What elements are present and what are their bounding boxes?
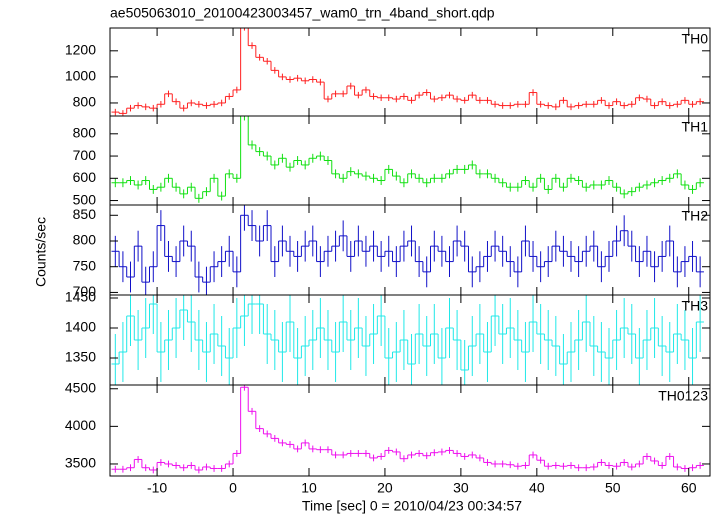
y-tick-label: 700	[73, 283, 97, 299]
step-connector	[118, 304, 697, 370]
y-tick-label: 1350	[65, 349, 96, 365]
y-tick-label: 500	[73, 191, 97, 207]
panel-frame	[109, 204, 711, 296]
panel-label: TH0123	[658, 388, 708, 404]
series	[111, 205, 704, 295]
series	[111, 28, 704, 116]
y-tick-label: 1000	[65, 68, 96, 84]
y-tick-label: 1400	[65, 319, 96, 335]
x-tick-label: -10	[147, 480, 167, 496]
panel-label: TH0	[682, 31, 709, 47]
series	[111, 385, 704, 474]
y-tick-label: 700	[73, 147, 97, 163]
y-tick-label: 4000	[65, 417, 96, 433]
y-tick-label: 4500	[65, 379, 96, 395]
panel-label: TH3	[682, 298, 709, 314]
panel-label: TH2	[682, 208, 709, 224]
x-tick-label: 10	[301, 480, 317, 496]
chart-title: ae505063010_20100423003457_wam0_trn_4ban…	[110, 5, 495, 21]
panel-label: TH1	[682, 119, 709, 135]
y-tick-label: 800	[73, 94, 97, 110]
x-tick-label: 40	[529, 480, 545, 496]
y-tick-label: 1200	[65, 42, 96, 58]
y-tick-label: 600	[73, 169, 97, 185]
x-tick-label: 30	[453, 480, 469, 496]
x-tick-label: 20	[377, 480, 393, 496]
x-tick-label: 60	[681, 480, 697, 496]
y-tick-label: 850	[73, 206, 97, 222]
y-tick-label: 750	[73, 257, 97, 273]
x-tick-label: 0	[229, 480, 237, 496]
y-tick-label: 800	[73, 232, 97, 248]
panel-frame	[109, 384, 711, 477]
x-tick-label: 50	[605, 480, 621, 496]
y-axis-label: Counts/sec	[33, 217, 49, 287]
step-connector	[118, 215, 697, 283]
series	[111, 295, 704, 385]
step-connector	[126, 387, 697, 470]
y-tick-label: 1450	[65, 289, 96, 305]
step-connector	[126, 116, 697, 199]
y-tick-label: 3500	[65, 455, 96, 471]
x-axis-label: Time [sec] 0 = 2010/04/23 00:34:57	[302, 498, 522, 514]
y-tick-label: 800	[73, 125, 97, 141]
series	[111, 116, 704, 203]
